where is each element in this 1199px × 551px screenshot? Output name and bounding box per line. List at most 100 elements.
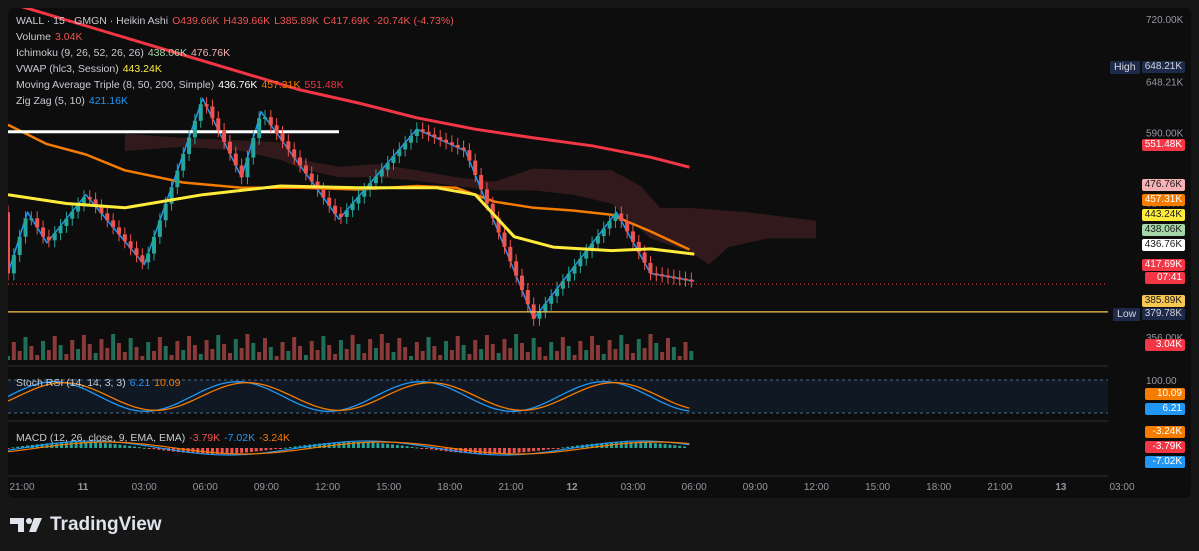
candle-body xyxy=(81,197,86,205)
volume-bar xyxy=(373,348,378,360)
macd-histogram-bar xyxy=(123,445,127,448)
stoch-k-line xyxy=(8,381,690,412)
low-marker: Low xyxy=(1113,308,1141,321)
volume-bar xyxy=(46,350,51,360)
volume-bar xyxy=(397,338,402,360)
volume-bar xyxy=(484,335,489,360)
macd-histogram-bar xyxy=(590,443,594,448)
price-badge: 3.04K xyxy=(1145,339,1185,351)
volume-bar xyxy=(76,349,81,360)
chart-canvas[interactable]: 720.00K648.21K590.00K510.00K356.00K100.0… xyxy=(8,8,1191,498)
chart-frame[interactable]: 720.00K648.21K590.00K510.00K356.00K100.0… xyxy=(8,8,1191,498)
symbol-title[interactable]: WALL · 15 · GMGN · Heikin Ashi xyxy=(16,15,169,27)
candle-body xyxy=(566,273,571,282)
price-badge: 10.09 xyxy=(1145,388,1185,400)
time-axis-label: 13 xyxy=(1055,482,1067,493)
volume-bar xyxy=(70,340,75,360)
candle-body xyxy=(105,213,110,221)
price-tick-label: 720.00K xyxy=(1146,15,1184,26)
mat-label: Moving Average Triple (8, 50, 200, Simpl… xyxy=(16,79,215,91)
macd-legend[interactable]: MACD (12, 26, close, 9, EMA, EMA) -3.79K -… xyxy=(16,432,294,444)
macd-histogram-bar xyxy=(653,443,657,448)
macd-histogram-bar xyxy=(230,448,234,454)
volume-bar xyxy=(146,342,151,360)
change-value: -20.74K (-4.73%) xyxy=(373,15,454,27)
candle-body xyxy=(35,218,40,228)
volume-bar xyxy=(519,343,524,360)
volume-bar xyxy=(584,350,589,360)
candle-body xyxy=(613,213,618,221)
macd-histogram-bar xyxy=(648,442,652,448)
volume-bar xyxy=(613,349,618,360)
candle-body xyxy=(257,118,262,138)
volume-bar xyxy=(578,341,583,360)
volume-bar xyxy=(35,355,40,360)
candle-body xyxy=(41,227,46,237)
price-badge: 438.06K xyxy=(1141,224,1185,236)
macd-histogram-bar xyxy=(395,444,399,448)
tradingview-logo-icon xyxy=(10,518,42,532)
time-axis-label: 21:00 xyxy=(498,482,523,493)
macd-histogram-bar xyxy=(142,447,146,449)
time-axis-label: 21:00 xyxy=(9,482,34,493)
volume-bar xyxy=(479,349,484,360)
volume-bar xyxy=(344,349,349,360)
candle-body xyxy=(420,129,425,132)
macd-histogram-bar xyxy=(556,448,560,449)
price-axis-panel[interactable] xyxy=(1108,8,1191,498)
candle-body xyxy=(175,170,180,188)
candle-body xyxy=(216,118,221,131)
candle-body xyxy=(169,187,174,204)
candle-body xyxy=(648,262,653,274)
macd-histogram-bar xyxy=(89,442,93,448)
volume-bar xyxy=(298,346,303,360)
time-axis-label: 03:00 xyxy=(1109,482,1134,493)
macd-histogram-bar xyxy=(347,442,351,448)
volume-bar xyxy=(648,334,653,360)
volume-bar xyxy=(152,351,157,360)
candle-body xyxy=(274,125,279,134)
volume-bar xyxy=(438,355,443,360)
stoch-legend[interactable]: Stoch RSI (14, 14, 3, 3) 6.21 10.09 xyxy=(16,377,184,389)
candle-body xyxy=(338,213,343,217)
volume-bar xyxy=(181,350,186,360)
macd-histogram-bar xyxy=(21,446,25,448)
candle-body xyxy=(327,197,332,206)
macd-histogram-bar xyxy=(157,448,161,450)
zigzag-legend[interactable]: Zig Zag (5, 10) 421.16K xyxy=(16,95,132,107)
macd-histogram-bar xyxy=(678,445,682,448)
high-marker: High xyxy=(1110,61,1140,74)
price-badge: 476.76K xyxy=(1141,179,1185,191)
candle-body xyxy=(455,144,460,148)
candle-body xyxy=(58,225,63,234)
candle-body xyxy=(292,149,297,158)
candle-body xyxy=(438,137,443,140)
candle-body xyxy=(590,243,595,252)
candle-body xyxy=(362,189,367,197)
candle-body xyxy=(426,131,431,135)
volume-legend[interactable]: Volume 3.04K xyxy=(16,31,86,43)
volume-bar xyxy=(257,352,262,360)
tradingview-logo[interactable]: TradingView xyxy=(10,513,162,537)
volume-bar xyxy=(222,344,227,360)
time-axis-label: 21:00 xyxy=(987,482,1012,493)
volume-bar xyxy=(619,335,624,360)
ichimoku-legend[interactable]: Ichimoku (9, 26, 52, 26, 26) 438.06K 476.7… xyxy=(16,47,234,59)
candle-body xyxy=(303,165,308,174)
candle-body xyxy=(654,273,659,276)
candle-body xyxy=(128,241,133,249)
symbol-legend[interactable]: WALL · 15 · GMGN · Heikin Ashi O439.66K H4… xyxy=(16,15,458,27)
volume-bar xyxy=(233,339,238,360)
macd-histogram-bar xyxy=(634,442,638,448)
time-axis-label: 06:00 xyxy=(193,482,218,493)
macd-histogram-bar xyxy=(537,448,541,451)
candle-body xyxy=(344,210,349,217)
macd-histogram-bar xyxy=(113,444,117,448)
low-label: Low xyxy=(1117,308,1137,320)
candle-body xyxy=(198,104,203,121)
volume-bar xyxy=(321,336,326,360)
candle-body xyxy=(484,189,489,204)
vwap-legend[interactable]: VWAP (hlc3, Session) 443.24K xyxy=(16,63,166,75)
mat-legend[interactable]: Moving Average Triple (8, 50, 200, Simpl… xyxy=(16,79,348,91)
candle-body xyxy=(391,156,396,163)
